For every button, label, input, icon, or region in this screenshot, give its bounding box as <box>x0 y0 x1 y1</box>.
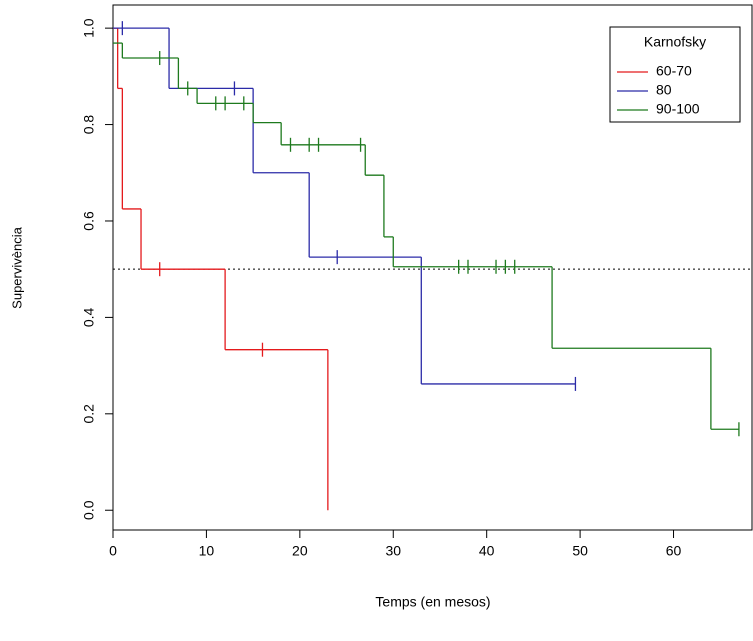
x-tick-label: 10 <box>199 543 215 559</box>
x-tick-label: 0 <box>109 543 117 559</box>
legend-title: Karnofsky <box>644 34 706 50</box>
x-tick-label: 40 <box>479 543 495 559</box>
legend-box <box>609 26 741 123</box>
x-tick-label: 30 <box>385 543 401 559</box>
y-axis-title: Supervivència <box>9 226 24 308</box>
legend-label: 90-100 <box>656 101 700 117</box>
legend-label: 60-70 <box>656 63 692 79</box>
x-tick-label: 60 <box>666 543 682 559</box>
y-tick-label: 0.8 <box>81 115 97 135</box>
x-tick-label: 20 <box>292 543 308 559</box>
x-tick-label: 50 <box>572 543 588 559</box>
x-axis-title: Temps (en mesos) <box>375 594 490 610</box>
y-tick-label: 1.0 <box>81 18 97 38</box>
plot-box <box>112 4 753 531</box>
y-tick-label: 0.4 <box>81 307 97 327</box>
y-tick-label: 0.2 <box>81 404 97 424</box>
y-tick-label: 0.0 <box>81 500 97 520</box>
y-tick-label: 0.6 <box>81 211 97 231</box>
legend-label: 80 <box>656 82 672 98</box>
